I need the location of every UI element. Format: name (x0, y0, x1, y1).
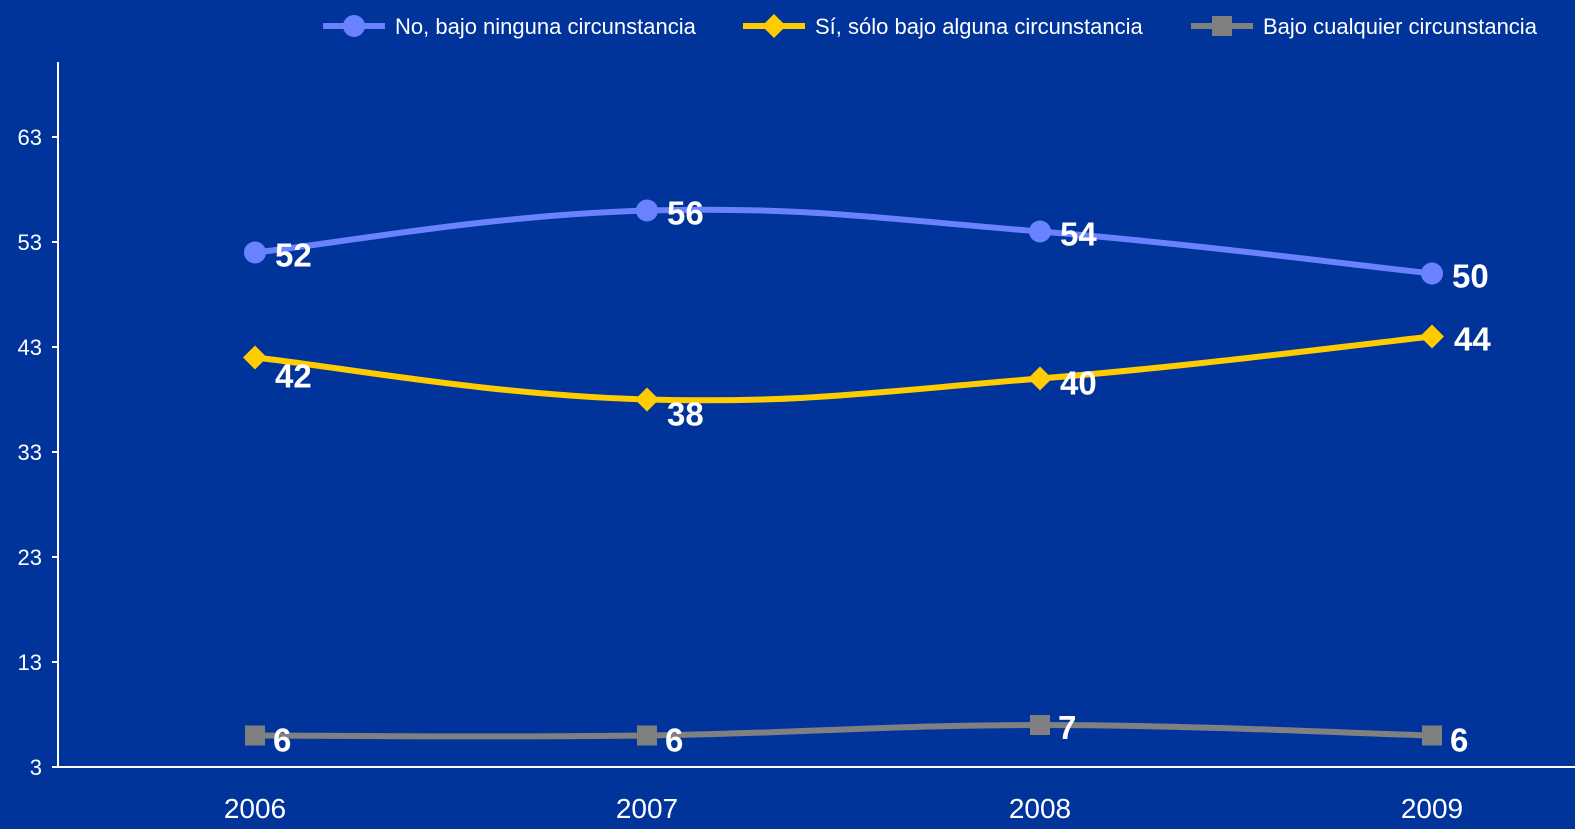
series-0-data-label-2: 54 (1060, 216, 1097, 253)
legend-marker-1 (762, 14, 786, 38)
y-tick-label: 33 (18, 440, 42, 465)
axes: 3 13 23 33 43 53 63 2006 2007 2008 2009 (18, 62, 1575, 824)
series-1-data-label-3: 44 (1454, 321, 1491, 358)
series-1-data-label-1: 38 (667, 396, 704, 433)
series-1-data-label-2: 40 (1060, 365, 1097, 402)
y-tick-label: 63 (18, 125, 42, 150)
data-labels: 52 56 54 50 42 38 40 44 6 6 7 6 (273, 195, 1491, 759)
legend-label-0: No, bajo ninguna circunstancia (395, 14, 697, 39)
series-0-point-2 (1029, 220, 1051, 243)
series-2-data-label-0: 6 (273, 722, 291, 759)
legend-label-2: Bajo cualquier circunstancia (1263, 14, 1538, 39)
series-1-point-0 (243, 345, 267, 370)
y-tick-label: 13 (18, 650, 42, 675)
series-1-data-label-0: 42 (275, 358, 312, 395)
x-tick-label: 2007 (616, 793, 678, 824)
series-2-point-0 (245, 725, 265, 746)
series-1-point-1 (635, 387, 659, 412)
series-0-point-3 (1421, 262, 1443, 285)
legend: No, bajo ninguna circunstancia Sí, sólo b… (323, 14, 1538, 39)
x-tick-label: 2009 (1401, 793, 1463, 824)
series-0-data-label-3: 50 (1452, 258, 1489, 295)
series-2-point-2 (1030, 715, 1050, 735)
y-tick-label: 43 (18, 335, 42, 360)
series-0-point-1 (636, 199, 658, 222)
y-tick-label: 23 (18, 545, 42, 570)
series-0-point-0 (244, 241, 266, 264)
series-2-data-label-1: 6 (665, 722, 683, 759)
series-line-0 (254, 206, 1433, 277)
series-2-data-label-3: 6 (1450, 722, 1468, 759)
series-0-data-label-0: 52 (275, 237, 312, 274)
series-line-2 (254, 722, 1433, 740)
y-tick-label: 3 (30, 755, 42, 780)
legend-marker-2 (1212, 16, 1232, 36)
series-line-1 (254, 333, 1433, 404)
x-tick-label: 2006 (224, 793, 286, 824)
series-1-point-3 (1420, 324, 1444, 349)
series-0-data-label-1: 56 (667, 195, 704, 232)
legend-marker-0 (343, 15, 365, 37)
series-1-point-2 (1028, 366, 1052, 391)
y-tick-label: 53 (18, 230, 42, 255)
series-layer (243, 199, 1444, 746)
x-tick-label: 2008 (1009, 793, 1071, 824)
legend-label-1: Sí, sólo bajo alguna circunstancia (815, 14, 1144, 39)
series-2-point-3 (1422, 725, 1442, 746)
series-2-data-label-2: 7 (1058, 709, 1076, 746)
series-2-point-1 (637, 725, 657, 746)
